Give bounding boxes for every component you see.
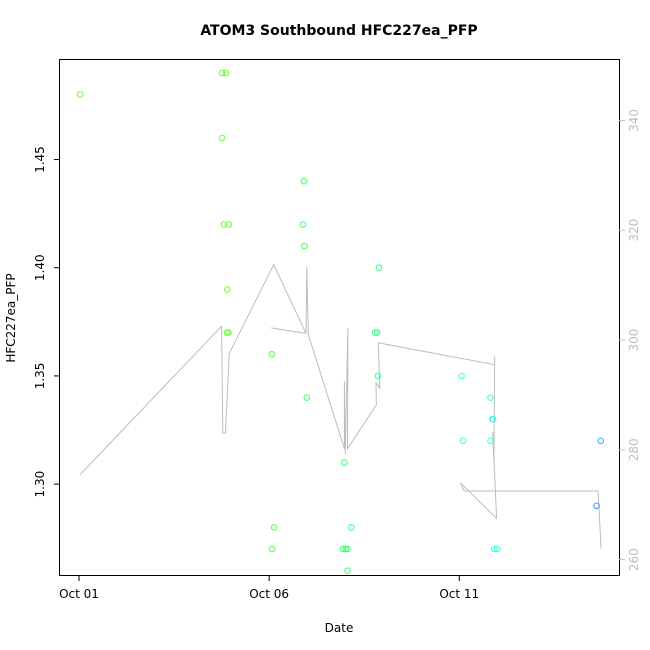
scatter-point xyxy=(218,134,226,142)
chart-title: ATOM3 Southbound HFC227ea_PFP xyxy=(200,23,477,39)
scatter-point xyxy=(270,524,278,531)
scatter-point xyxy=(218,69,226,77)
scatter-point xyxy=(301,242,308,250)
y-tick-label: 1.30 xyxy=(33,471,47,498)
scatter-point xyxy=(300,177,308,185)
scatter-point xyxy=(222,69,230,77)
x-axis: Oct 01 Oct 06 Oct 11 xyxy=(59,575,479,601)
y-tick-label: 1.45 xyxy=(33,146,47,173)
y-tick-label: 1.40 xyxy=(33,254,47,281)
y2-tick-label: 280 xyxy=(627,438,641,461)
scatter-point xyxy=(593,502,600,510)
scatter-point xyxy=(491,545,498,553)
x-tick-label: Oct 06 xyxy=(249,587,289,601)
scatter-points-layer xyxy=(76,69,605,575)
x-axis-label: Date xyxy=(325,621,354,635)
scatter-point xyxy=(487,394,494,401)
scatter-point xyxy=(489,415,497,423)
y2-tick-label: 320 xyxy=(627,219,641,242)
scatter-point xyxy=(76,91,84,98)
scatter-point xyxy=(344,567,351,575)
scatter-point xyxy=(342,545,349,553)
scatter-point xyxy=(225,329,232,336)
scatter-point xyxy=(220,221,228,228)
scatter-point xyxy=(225,221,233,228)
y2-tick-label: 340 xyxy=(627,109,641,132)
scatter-point xyxy=(458,372,465,380)
scatter-point xyxy=(487,437,494,445)
scatter-point xyxy=(375,264,383,272)
scatter-point xyxy=(224,286,231,293)
line-series xyxy=(79,263,602,549)
plot-frame xyxy=(59,59,620,576)
y-axis-label: HFC227ea_PFP xyxy=(4,273,18,362)
x-tick-label: Oct 01 xyxy=(59,587,99,601)
scatter-point xyxy=(348,524,355,531)
scatter-point xyxy=(268,545,276,553)
scatter-point xyxy=(374,372,382,380)
y-tick-label: 1.35 xyxy=(33,363,47,390)
scatter-point xyxy=(339,545,347,553)
scatter-point xyxy=(303,394,311,401)
y-axis-right: 260 280 300 320 340 xyxy=(619,109,641,571)
scatter-point xyxy=(299,221,307,228)
scatter-point xyxy=(344,545,351,553)
scatter-point xyxy=(268,351,276,358)
x-tick-label: Oct 11 xyxy=(439,587,479,601)
y2-tick-label: 300 xyxy=(627,329,641,352)
scatter-point xyxy=(459,437,467,445)
y-axis-left: 1.30 1.35 1.40 1.45 xyxy=(33,146,60,497)
scatter-point xyxy=(597,437,605,445)
scatter-point xyxy=(371,329,379,336)
scatter-point xyxy=(341,459,348,466)
line-series-layer xyxy=(79,263,602,549)
scatter-point xyxy=(494,545,501,553)
scatter-point xyxy=(373,329,381,336)
y2-tick-label: 260 xyxy=(627,548,641,571)
